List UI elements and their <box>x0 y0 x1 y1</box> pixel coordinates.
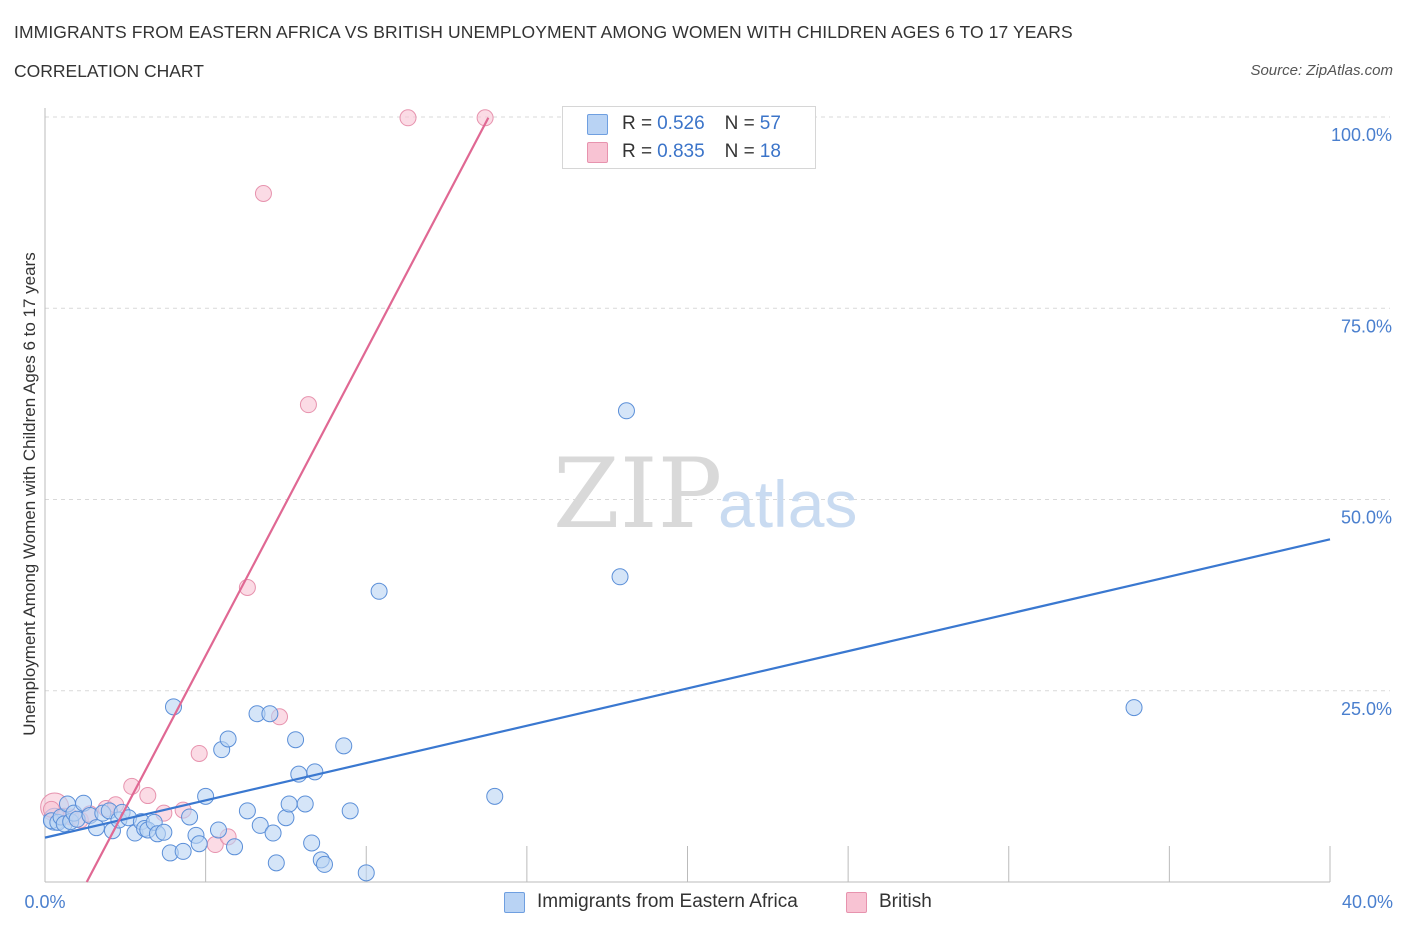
y-axis-label: Unemployment Among Women with Children A… <box>20 252 39 736</box>
data-point-british <box>139 787 157 805</box>
data-point-eastern-africa <box>267 854 285 872</box>
x-tick-label: 0.0% <box>24 892 65 912</box>
data-point-eastern-africa <box>486 787 504 805</box>
legend-n-label: N = <box>724 141 755 162</box>
data-point-eastern-africa <box>611 568 629 586</box>
legend-label: British <box>879 891 932 912</box>
trend-layer <box>44 117 1331 883</box>
chart-subtitle: CORRELATION CHART <box>14 61 204 81</box>
data-point-eastern-africa <box>280 795 298 813</box>
data-point-eastern-africa <box>306 763 324 781</box>
data-point-eastern-africa <box>181 808 199 826</box>
correlation-legend: R = 0.526 N = 57 R = 0.835 N = 18 <box>562 106 816 169</box>
data-point-eastern-africa <box>190 835 208 853</box>
data-point-eastern-africa <box>277 809 295 827</box>
y-tick-label: 75.0% <box>1341 316 1392 336</box>
data-point-eastern-africa <box>261 705 279 723</box>
data-point-eastern-africa <box>251 816 269 834</box>
data-point-british <box>299 396 317 414</box>
data-point-eastern-africa <box>174 842 192 860</box>
data-point-eastern-africa <box>238 802 256 820</box>
legend-swatch-blue <box>587 113 608 135</box>
watermark: ZIP atlas <box>553 438 857 550</box>
data-point-eastern-africa <box>287 731 305 749</box>
watermark-zip: ZIP <box>553 438 722 550</box>
legend-item-british[interactable]: British <box>846 889 932 915</box>
ticks-layer: 100.0% 75.0% 50.0% 25.0% 0.0% 40.0% <box>24 125 1393 912</box>
legend-n-value: 57 <box>759 113 781 134</box>
grid-layer <box>45 116 1390 692</box>
data-point-eastern-africa <box>617 402 635 420</box>
y-tick-label: 50.0% <box>1341 508 1392 528</box>
legend-r-label: R = <box>622 113 653 134</box>
legend-r-label: R = <box>622 141 653 162</box>
trendline-british <box>85 117 490 883</box>
data-point-eastern-africa <box>357 864 375 882</box>
legend-n-value: 18 <box>759 141 781 162</box>
data-point-eastern-africa <box>315 855 333 873</box>
trendline-eastern-africa <box>44 538 1331 839</box>
source-label: Source: ZipAtlas.com <box>1250 62 1393 79</box>
legend-row-british: R = 0.835 N = 18 <box>587 140 781 164</box>
data-point-british <box>254 185 272 202</box>
legend-swatch-pink <box>587 141 608 163</box>
data-point-eastern-africa <box>209 821 227 839</box>
x-tick-label: 40.0% <box>1342 892 1393 912</box>
data-point-british <box>399 109 417 127</box>
data-point-eastern-africa <box>370 582 388 600</box>
data-point-eastern-africa <box>219 730 237 748</box>
chart-title: IMMIGRANTS FROM EASTERN AFRICA VS BRITIS… <box>14 22 1073 42</box>
data-point-eastern-africa <box>335 737 353 755</box>
data-point-eastern-africa <box>296 795 314 813</box>
legend-row-eastern-africa: R = 0.526 N = 57 <box>587 112 781 136</box>
legend-n-label: N = <box>724 113 755 134</box>
watermark-atlas: atlas <box>718 467 857 541</box>
axes-layer <box>44 108 1331 883</box>
y-tick-label: 25.0% <box>1341 699 1392 719</box>
legend-r-value: 0.526 <box>657 113 705 134</box>
data-point-british <box>190 744 208 762</box>
legend-r-value: 0.835 <box>657 141 705 162</box>
data-point-eastern-africa <box>303 834 321 852</box>
data-point-eastern-africa <box>264 824 282 842</box>
legend-label: Immigrants from Eastern Africa <box>537 891 798 912</box>
data-point-eastern-africa <box>341 802 359 820</box>
data-point-eastern-africa <box>1125 699 1143 717</box>
legend-swatch-blue <box>504 891 525 913</box>
legend-item-eastern-africa[interactable]: Immigrants from Eastern Africa <box>504 889 798 915</box>
data-point-eastern-africa <box>155 823 173 841</box>
legend-swatch-pink <box>846 891 867 913</box>
data-point-eastern-africa <box>226 838 244 856</box>
y-tick-label: 100.0% <box>1331 125 1392 145</box>
